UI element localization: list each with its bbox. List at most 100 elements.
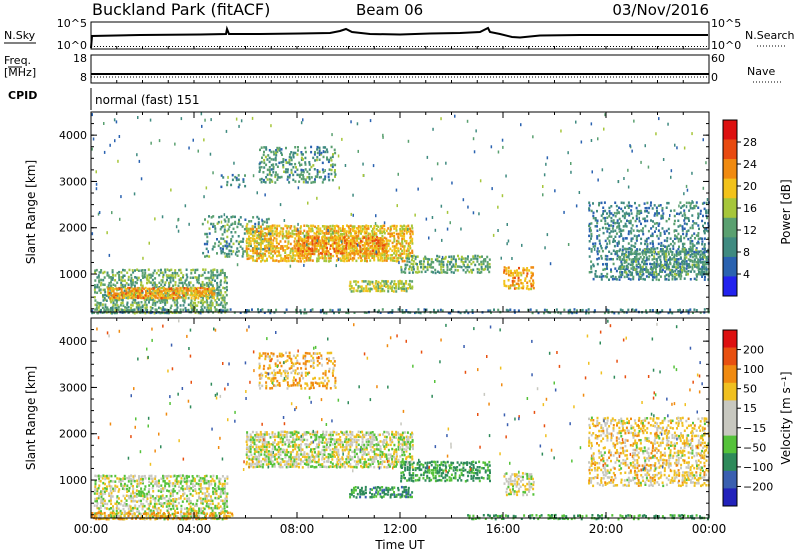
power-cell: [107, 290, 110, 293]
power-cell: [340, 232, 342, 236]
power-cell: [379, 259, 382, 262]
power-cell: [618, 217, 621, 221]
velocity-cell: [133, 506, 136, 510]
power-cell: [242, 252, 245, 256]
power-cell: [319, 241, 322, 244]
power-cell: [640, 211, 643, 214]
power-cell: [169, 296, 172, 299]
power-cell: [172, 298, 175, 302]
power-cell: [284, 257, 286, 260]
power-cell: [617, 242, 620, 245]
power-cell: [299, 236, 302, 239]
power-cell: [274, 174, 277, 177]
power-cell: [683, 253, 686, 256]
power-cell: [607, 311, 610, 314]
power-cell: [691, 249, 694, 253]
power-cell: [361, 225, 364, 228]
power-cell: [683, 209, 686, 212]
power-cell: [284, 249, 287, 252]
power-cell: [242, 180, 245, 183]
power-cell: [121, 291, 124, 294]
power-cell: [397, 254, 400, 257]
power-cell: [683, 263, 686, 266]
power-cell: [272, 150, 275, 154]
power-cell: [357, 285, 360, 288]
power-cell: [359, 285, 362, 288]
power-cell: [405, 232, 408, 235]
power-cell: [299, 239, 302, 242]
power-cell: [656, 214, 659, 217]
power-cell: [280, 175, 283, 179]
power-cell: [381, 231, 384, 235]
power-cell: [695, 278, 698, 281]
power-cell: [691, 247, 694, 251]
power-cell: [121, 308, 124, 312]
power-cell: [481, 255, 483, 258]
velocity-cell: [147, 502, 150, 506]
power-cell: [458, 257, 461, 261]
power-cell: [339, 244, 342, 247]
power-cell: [614, 250, 617, 254]
power-cell: [313, 168, 316, 171]
power-cell: [315, 241, 318, 245]
power-cell: [234, 215, 236, 219]
power-cell: [224, 303, 227, 306]
nave-tick-top: 60: [711, 52, 725, 65]
power-cell: [594, 245, 597, 248]
power-cell: [194, 271, 197, 274]
power-cell: [292, 252, 295, 255]
power-cell: [372, 284, 375, 288]
power-cell: [278, 234, 281, 238]
power-cell: [383, 232, 386, 235]
power-cell: [617, 224, 619, 228]
velocity-cell: [164, 484, 167, 488]
power-cell: [261, 223, 264, 226]
velocity-cell: [120, 483, 123, 486]
power-cell: [701, 265, 704, 269]
power-cell: [604, 222, 607, 226]
velocity-cell: [123, 484, 126, 488]
ytick-label: 2000: [59, 222, 87, 235]
power-cell: [190, 269, 193, 272]
power-cell: [243, 232, 246, 235]
power-cell: [638, 204, 641, 207]
power-cell: [163, 308, 166, 311]
power-cell: [195, 294, 198, 298]
power-cell: [195, 293, 198, 296]
power-cell: [673, 275, 676, 279]
power-cell: [184, 204, 187, 208]
power-cell: [334, 173, 337, 176]
power-cell: [265, 244, 268, 247]
power-cell: [110, 286, 113, 289]
power-cell: [309, 252, 312, 255]
power-cell: [691, 260, 694, 263]
power-cell: [673, 214, 676, 218]
power-cell: [194, 311, 197, 314]
power-cell: [409, 254, 412, 258]
power-cell: [314, 159, 317, 162]
power-cell: [95, 170, 97, 174]
power-cell: [355, 231, 358, 235]
power-cell: [464, 257, 467, 260]
power-cell: [666, 245, 669, 249]
power-cell: [137, 301, 140, 304]
power-cell: [418, 260, 421, 263]
power-cell: [655, 132, 657, 136]
power-cell: [610, 257, 612, 261]
power-cell: [642, 249, 645, 253]
power-cell: [129, 296, 131, 299]
power-cell: [182, 284, 184, 287]
power-cell: [627, 262, 630, 266]
power-cell: [702, 257, 704, 261]
power-cell: [193, 297, 196, 300]
power-cell: [173, 301, 176, 304]
power-cell: [679, 262, 682, 266]
power-cell: [159, 311, 162, 315]
power-cell: [315, 227, 318, 230]
power-cell: [621, 258, 624, 261]
power-cell: [308, 163, 311, 166]
power-cell: [401, 240, 404, 243]
power-cell: [263, 252, 266, 256]
power-cell: [344, 239, 346, 242]
power-cell: [239, 311, 242, 314]
